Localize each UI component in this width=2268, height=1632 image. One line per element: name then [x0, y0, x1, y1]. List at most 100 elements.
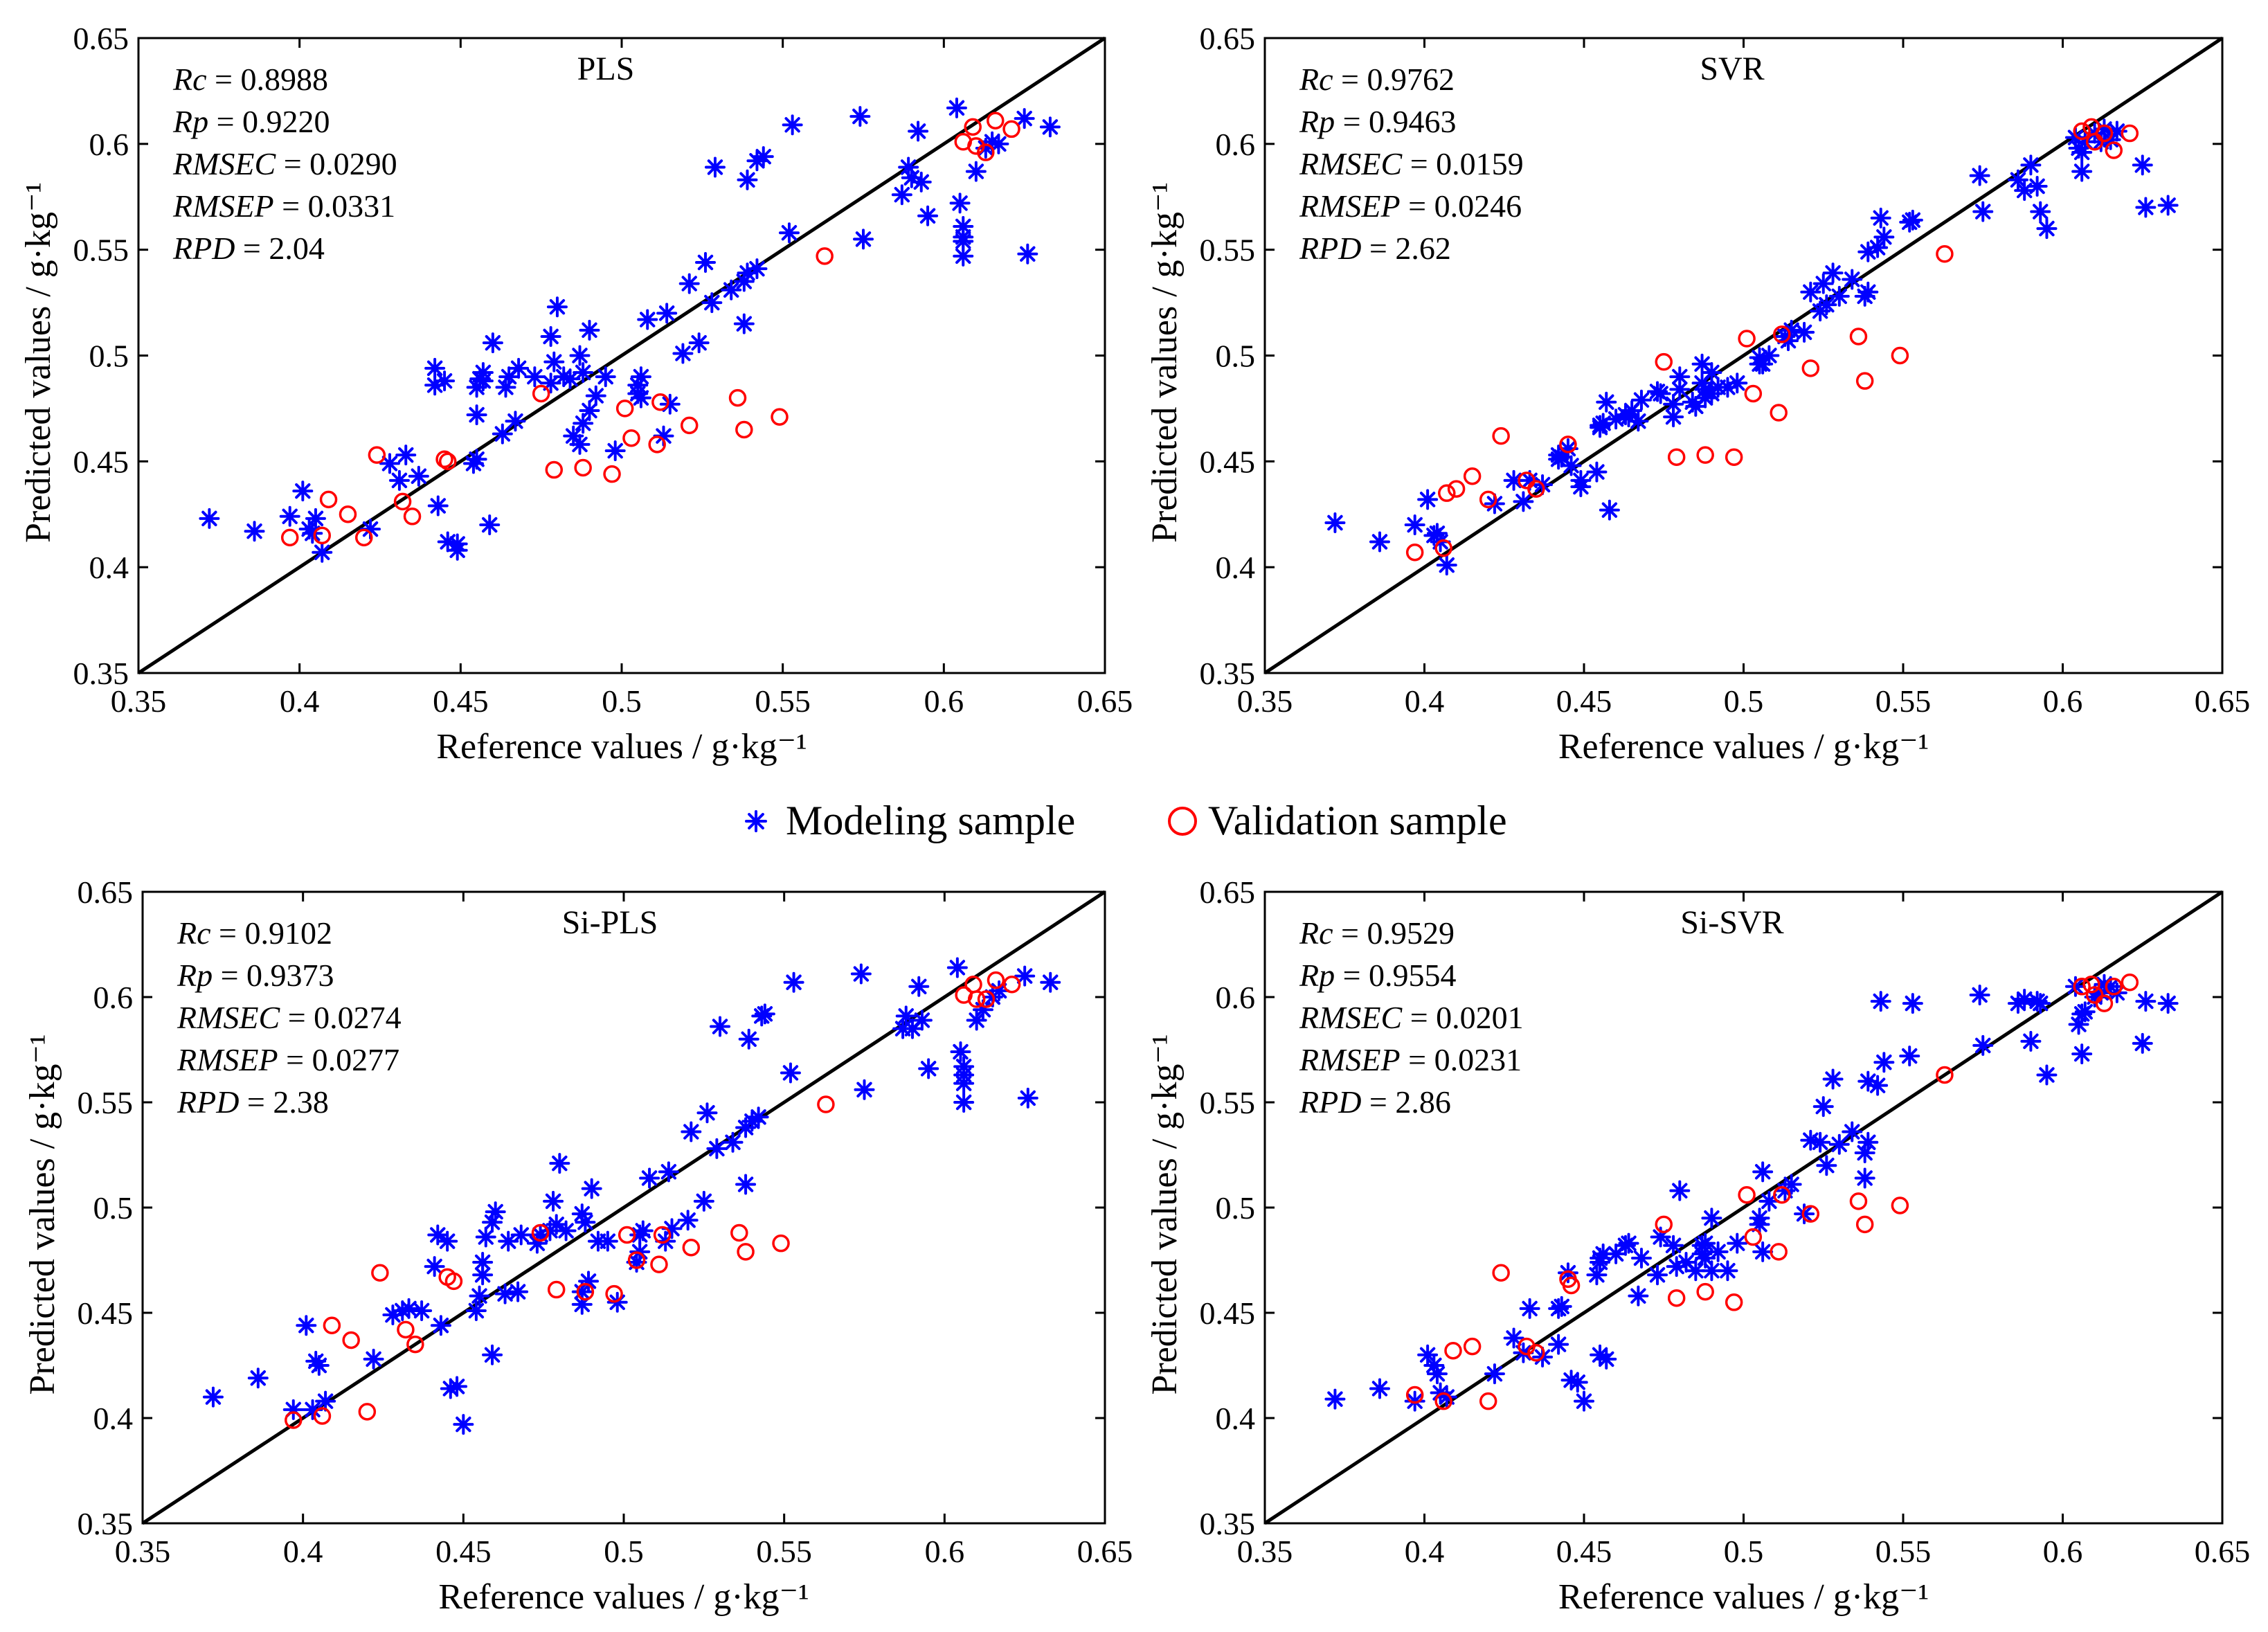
- modeling-point: [1592, 413, 1614, 434]
- modeling-point: [1857, 1131, 1879, 1153]
- stat-key: Rc: [172, 62, 207, 97]
- y-tick-label: 0.6: [1216, 980, 1256, 1015]
- modeling-point: [585, 385, 606, 406]
- modeling-point: [694, 252, 716, 274]
- validation-point: [603, 465, 621, 483]
- modeling-point: [1596, 1348, 1617, 1370]
- stat-rp: Rp = 0.9373: [177, 958, 334, 993]
- modeling-point: [1503, 1327, 1524, 1349]
- x-tick-label: 0.55: [756, 1534, 812, 1569]
- modeling-point: [579, 319, 600, 341]
- modeling-point: [1717, 1260, 1738, 1282]
- modeling-point: [704, 156, 726, 178]
- modeling-point: [891, 184, 912, 206]
- plot-title: PLS: [577, 51, 635, 87]
- modeling-point: [1417, 1344, 1439, 1365]
- modeling-point: [2157, 993, 2179, 1014]
- modeling-point: [1867, 1075, 1889, 1096]
- modeling-point: [466, 404, 487, 426]
- validation-point: [319, 490, 338, 509]
- modeling-point: [1586, 461, 1608, 483]
- chart-pls: 0.35 0.4 0.45 0.5 0.55 0.6 0.65 0.35 0.4 0.45 0.5 0…: [19, 21, 1133, 766]
- y-tick-label: 0.45: [1200, 444, 1256, 479]
- stat-key: Rc: [1299, 915, 1333, 951]
- modeling-point: [1857, 281, 1879, 303]
- modeling-point: [482, 332, 503, 354]
- modeling-point: [546, 296, 568, 318]
- modeling-point: [1902, 209, 1923, 231]
- modeling-point: [1663, 1235, 1684, 1256]
- x-tick-label: 0.6: [2043, 683, 2083, 719]
- stat-key: RPD: [1299, 1084, 1361, 1120]
- y-tick-label: 0.6: [1216, 127, 1256, 162]
- modeling-point: [540, 325, 561, 347]
- modeling-point: [965, 161, 987, 182]
- validation-point: [1855, 1215, 1874, 1234]
- modeling-point: [953, 1056, 975, 1077]
- stat-rc: Rc = 0.9529: [1299, 915, 1455, 951]
- y-tick-label: 0.4: [1216, 1401, 1256, 1436]
- modeling-point: [910, 171, 932, 192]
- validation-point: [1667, 1289, 1686, 1307]
- modeling-point: [247, 1368, 269, 1389]
- validation-point: [2121, 124, 2139, 143]
- stat-rmsec: RMSEC = 0.0159: [1299, 146, 1524, 181]
- validation-point: [393, 492, 412, 511]
- modeling-point: [706, 1138, 728, 1159]
- validation-point: [615, 400, 634, 418]
- validation-point: [576, 1282, 595, 1301]
- validation-point: [627, 1251, 646, 1269]
- y-tick-label: 0.35: [73, 656, 129, 691]
- modeling-point: [746, 258, 768, 280]
- validation-point: [547, 1280, 566, 1299]
- modeling-point: [427, 1224, 449, 1246]
- series-modeling-sample: [202, 957, 1061, 1435]
- validation-point: [771, 408, 789, 426]
- chart-si-pls: 0.35 0.4 0.45 0.5 0.55 0.6 0.65 0.35 0.4 0.45 0.5 0…: [23, 875, 1133, 1617]
- modeling-point: [1404, 1390, 1425, 1412]
- modeling-point: [658, 1161, 679, 1183]
- x-tick-label: 0.35: [115, 1534, 171, 1569]
- modeling-point: [1727, 1232, 1748, 1254]
- y-tick-label: 0.45: [73, 444, 129, 479]
- validation-point: [1801, 359, 1820, 377]
- validation-point: [1527, 1344, 1545, 1362]
- modeling-point: [579, 400, 600, 421]
- legend-modeling-marker: [745, 810, 767, 832]
- modeling-point: [507, 1281, 529, 1302]
- modeling-point: [2014, 989, 2035, 1010]
- modeling-point: [555, 1220, 577, 1241]
- y-tick-label: 0.4: [93, 1401, 134, 1436]
- modeling-point: [2071, 161, 2093, 182]
- validation-point: [1738, 1186, 1756, 1204]
- validation-point: [342, 1331, 360, 1349]
- modeling-point: [1630, 1247, 1652, 1268]
- x-tick-label: 0.6: [2043, 1534, 2083, 1569]
- validation-point: [1725, 448, 1743, 466]
- modeling-point: [437, 1230, 458, 1252]
- validation-point: [444, 1272, 463, 1291]
- validation-point: [1696, 446, 1714, 464]
- modeling-point: [1040, 971, 1061, 993]
- stat-value: = 2.04: [235, 231, 324, 266]
- y-tick-label: 0.35: [1200, 1506, 1256, 1541]
- modeling-point: [1701, 361, 1722, 383]
- modeling-point: [1647, 1264, 1668, 1286]
- y-tick-label: 0.5: [1216, 1190, 1256, 1226]
- modeling-point: [388, 469, 410, 491]
- validation-point: [397, 1320, 415, 1339]
- y-tick-label: 0.65: [1200, 875, 1256, 910]
- y-axis-label: Predicted values / g·kg⁻¹: [1145, 1034, 1185, 1395]
- stat-key: Rp: [1299, 104, 1335, 139]
- stat-key: RMSEP: [1299, 1042, 1401, 1077]
- modeling-point: [677, 1210, 699, 1231]
- x-tick-label: 0.35: [1237, 1534, 1293, 1569]
- y-tick-label: 0.5: [89, 339, 129, 374]
- modeling-point: [508, 357, 530, 379]
- stat-rc: Rc = 0.9102: [177, 915, 332, 951]
- x-tick-label: 0.5: [604, 1534, 644, 1569]
- y-axis-label: Predicted values / g·kg⁻¹: [23, 1034, 62, 1395]
- stat-value: = 2.62: [1361, 231, 1450, 266]
- modeling-point: [2132, 154, 2153, 176]
